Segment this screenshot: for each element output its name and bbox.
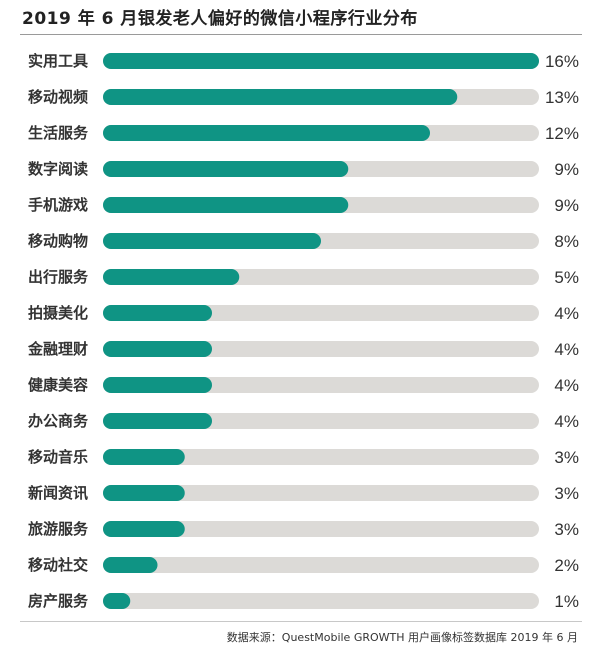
category-label: 生活服务 [28, 124, 89, 142]
bar [103, 89, 458, 105]
bar [103, 449, 185, 465]
category-label: 移动购物 [28, 232, 88, 250]
value-label: 4% [554, 340, 579, 359]
value-label: 5% [554, 268, 579, 287]
category-label: 拍摄美化 [28, 304, 88, 322]
category-label: 出行服务 [28, 268, 89, 286]
bar-track [103, 593, 539, 609]
category-label: 数字阅读 [28, 160, 88, 178]
bar [103, 269, 240, 285]
source-note: 数据来源：QuestMobile GROWTH 用户画像标签数据库 2019 年… [226, 631, 578, 644]
value-label: 8% [554, 232, 579, 251]
bar [103, 485, 185, 501]
value-label: 4% [554, 376, 579, 395]
category-label: 金融理财 [27, 340, 88, 358]
bar [103, 305, 212, 321]
category-label: 健康美容 [28, 376, 88, 394]
category-label: 手机游戏 [28, 196, 88, 214]
bar-track [103, 521, 539, 537]
category-label: 旅游服务 [28, 520, 89, 538]
category-label: 移动社交 [28, 556, 88, 574]
value-label: 4% [554, 304, 579, 323]
bar [103, 557, 158, 573]
bar [103, 341, 212, 357]
bar-track [103, 485, 539, 501]
category-label: 移动视频 [28, 88, 88, 106]
bar [103, 125, 430, 141]
bar [103, 377, 212, 393]
value-label: 2% [554, 556, 579, 575]
bar [103, 53, 539, 69]
chart-title: 2019 年 6 月银发老人偏好的微信小程序行业分布 [22, 9, 418, 29]
bar-track [103, 557, 539, 573]
bar-track [103, 305, 539, 321]
bar-track [103, 341, 539, 357]
bar-track [103, 377, 539, 393]
bar [103, 593, 131, 609]
source-divider [20, 621, 582, 622]
bar-track [103, 449, 539, 465]
bar [103, 521, 185, 537]
bar-chart: 实用工具 16% 移动视频 13% 生活服务 12% 数字阅读 9% 手机游戏 9% 移动购物 8% 出… [27, 52, 579, 611]
category-label: 移动音乐 [28, 448, 88, 466]
value-label: 9% [554, 160, 579, 179]
value-label: 1% [554, 592, 579, 611]
bar [103, 413, 212, 429]
bar [103, 197, 349, 213]
value-label: 3% [554, 448, 579, 467]
category-label: 办公商务 [28, 412, 89, 430]
value-label: 13% [545, 88, 579, 107]
value-label: 16% [545, 52, 579, 71]
value-label: 3% [554, 484, 579, 503]
value-label: 4% [554, 412, 579, 431]
category-label: 新闻资讯 [28, 484, 88, 502]
category-label: 房产服务 [28, 592, 89, 610]
bar [103, 233, 321, 249]
value-label: 9% [554, 196, 579, 215]
bar-track [103, 413, 539, 429]
category-label: 实用工具 [28, 52, 88, 70]
value-label: 12% [545, 124, 579, 143]
value-label: 3% [554, 520, 579, 539]
title-divider [20, 34, 582, 35]
bar [103, 161, 349, 177]
